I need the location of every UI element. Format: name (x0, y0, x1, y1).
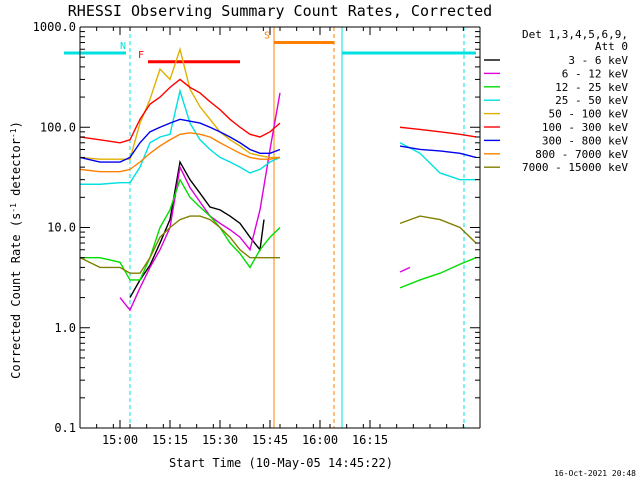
y-axis-label-end: ) (9, 121, 23, 128)
y-tick-label: 10.0 (47, 221, 76, 235)
legend-entry-7: 800 - 7000 keV (535, 148, 628, 161)
x-tick-label: 15:15 (152, 433, 188, 447)
y-tick-label: 100.0 (40, 120, 76, 134)
x-axis-label: Start Time (10-May-05 14:45:22) (169, 456, 393, 470)
flag-label-f: F (138, 50, 144, 61)
generation-timestamp: 16-Oct-2021 20:48 (554, 469, 636, 478)
series-line-4-0 (79, 46, 280, 160)
legend-entry-3: 25 - 50 keV (555, 94, 628, 107)
axes: 1000.0 100.0 10.0 1.0 0.1 15:00 15:15 15:30 15:4… (33, 20, 481, 447)
series-line-0-0 (129, 159, 265, 298)
x-tick-label: 16:15 (352, 433, 388, 447)
series-line-1-0 (119, 92, 281, 312)
y-axis-label-sup-2: -1 (9, 128, 18, 138)
series-line-1-1 (399, 266, 411, 273)
series-line-8-0 (79, 215, 280, 274)
series-line-6-0 (79, 118, 281, 163)
chart-title: RHESSI Observing Summary Count Rates, Co… (68, 2, 492, 20)
flag-label-n: N (120, 41, 126, 52)
y-tick-label: 1000.0 (33, 20, 76, 34)
x-tick-label: 16:00 (302, 433, 338, 447)
x-tick-label: 15:45 (252, 433, 288, 447)
series-line-3-1 (399, 142, 476, 181)
legend-entry-4: 50 - 100 keV (549, 108, 629, 121)
series-line-6-1 (399, 145, 477, 159)
legend-entry-5: 100 - 300 keV (542, 121, 628, 134)
y-axis-label-main: Corrected Count Rate (s (9, 213, 23, 379)
series-line-8-1 (399, 215, 477, 244)
legend-entry-8: 7000 - 15000 keV (522, 161, 628, 174)
y-axis-label-mid: detector (9, 138, 23, 203)
series-line-2-1 (399, 257, 477, 289)
legend-header-line-1: Det 1,3,4,5,6,9, (522, 28, 628, 41)
series-line-3-0 (80, 88, 281, 185)
y-axis-label: Corrected Count Rate (s-1 detector-1) (9, 121, 24, 379)
series-line-5-0 (79, 78, 281, 144)
y-axis-label-sup-1: -1 (9, 203, 18, 213)
plot-area: N F S (64, 27, 477, 428)
legend-entry-2: 12 - 25 keV (555, 81, 628, 94)
flag-label-s: S (264, 31, 270, 42)
series-line-7-0 (79, 132, 281, 173)
x-tick-label: 15:00 (102, 433, 138, 447)
legend-entry-0: 3 - 6 keV (568, 54, 628, 67)
series-line-2-0 (80, 177, 281, 281)
legend-entry-1: 6 - 12 keV (562, 67, 629, 80)
legend-header-line-2: Att 0 (595, 40, 628, 53)
y-tick-label: 0.1 (54, 421, 76, 435)
y-tick-label: 1.0 (54, 321, 76, 335)
series-line-5-1 (399, 126, 477, 138)
legend-entry-6: 300 - 800 keV (542, 134, 628, 147)
x-tick-label: 15:30 (202, 433, 238, 447)
